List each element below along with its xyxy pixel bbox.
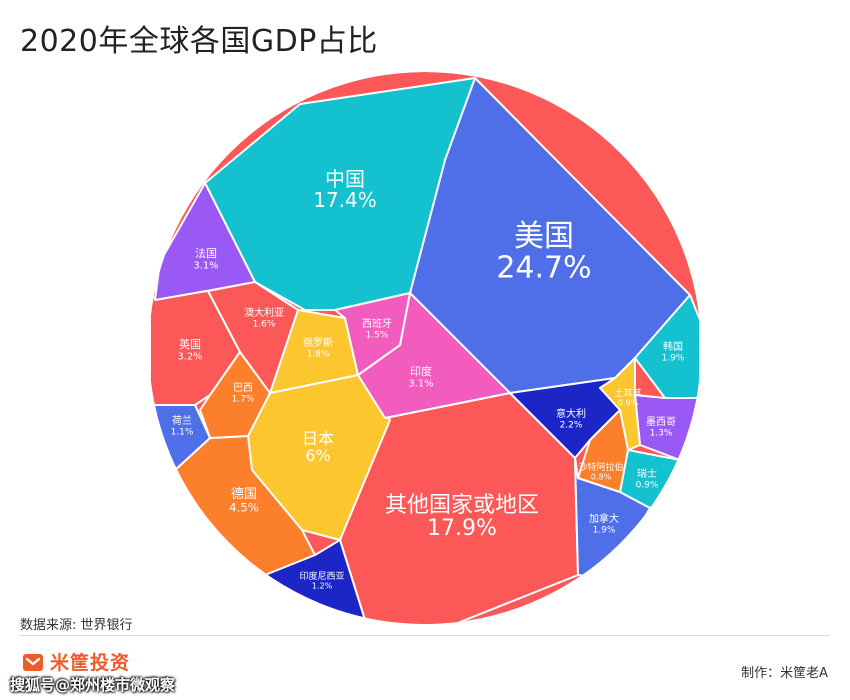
label-value-france: 3.1%: [193, 261, 218, 272]
label-name-italy: 意大利: [556, 407, 586, 420]
cell-spain: [334, 292, 411, 376]
label-name-australia: 澳大利亚: [244, 306, 284, 319]
label-name-india: 印度: [410, 364, 432, 378]
cells-group: [149, 72, 701, 624]
label-name-others: 其他国家或地区: [385, 493, 539, 518]
label-value-others: 17.9%: [427, 516, 497, 541]
label-name-germany: 德国: [231, 487, 257, 502]
label-name-indonesia: 印度尼西亚: [299, 570, 344, 582]
label-value-korea: 1.9%: [662, 354, 685, 364]
brand: 米筐投资: [22, 648, 130, 675]
label-name-spain: 西班牙: [362, 318, 392, 330]
label-name-netherlands: 荷兰: [172, 414, 192, 427]
cell-saudi-arabia: [577, 409, 629, 493]
labels-group: 美国24.7%中国17.4%其他国家或地区17.9%日本6%德国4.5%英国3.…: [171, 167, 685, 590]
voronoi-gdp-chart: 美国24.7%中国17.4%其他国家或地区17.9%日本6%德国4.5%英国3.…: [149, 72, 701, 624]
data-source: 数据来源: 世界银行: [20, 618, 133, 633]
label-value-saudi-arabia: 0.8%: [591, 471, 612, 481]
label-value-netherlands: 1.1%: [171, 428, 194, 438]
label-value-brazil: 1.7%: [232, 395, 255, 405]
label-name-switzerland: 瑞士: [637, 467, 657, 480]
label-value-china: 17.4%: [313, 188, 377, 212]
label-name-mexico: 墨西哥: [646, 416, 676, 428]
footer-divider: [20, 635, 830, 636]
label-name-saudi-arabia: 沙特阿拉伯: [578, 461, 623, 473]
label-name-france: 法国: [195, 246, 217, 260]
label-value-india: 3.1%: [408, 379, 433, 390]
label-name-turkey: 土耳其: [614, 387, 641, 399]
author-credit: 制作：米筐老A: [741, 666, 828, 681]
label-name-china: 中国: [325, 167, 365, 191]
label-value-uk: 3.2%: [177, 352, 202, 363]
chart-title: 2020年全球各国GDP占比: [20, 24, 378, 59]
label-name-korea: 韩国: [663, 340, 683, 353]
label-name-japan: 日本: [302, 429, 334, 448]
label-name-russia: 俄罗斯: [303, 336, 333, 349]
label-value-switzerland: 0.9%: [636, 481, 659, 491]
label-value-russia: 1.8%: [307, 350, 330, 360]
label-name-usa: 美国: [514, 219, 574, 254]
label-value-indonesia: 1.2%: [312, 580, 333, 590]
label-value-italy: 2.2%: [560, 421, 583, 431]
brand-name: 米筐投资: [50, 652, 131, 674]
label-value-australia: 1.6%: [253, 320, 276, 330]
label-value-usa: 24.7%: [496, 251, 591, 286]
watermark: 搜狐号@郑州楼市微观察: [10, 676, 176, 694]
label-name-uk: 英国: [179, 337, 201, 351]
cell-australia: [207, 281, 299, 394]
label-name-canada: 加拿大: [589, 512, 619, 525]
label-name-brazil: 巴西: [233, 382, 253, 394]
label-value-germany: 4.5%: [229, 501, 259, 515]
label-value-turkey: 0.9%: [618, 397, 639, 407]
brand-logo-icon: [23, 653, 43, 671]
label-value-spain: 1.5%: [366, 331, 389, 341]
label-value-canada: 1.9%: [593, 526, 616, 536]
label-value-mexico: 1.3%: [650, 429, 673, 439]
label-value-japan: 6%: [305, 446, 330, 465]
